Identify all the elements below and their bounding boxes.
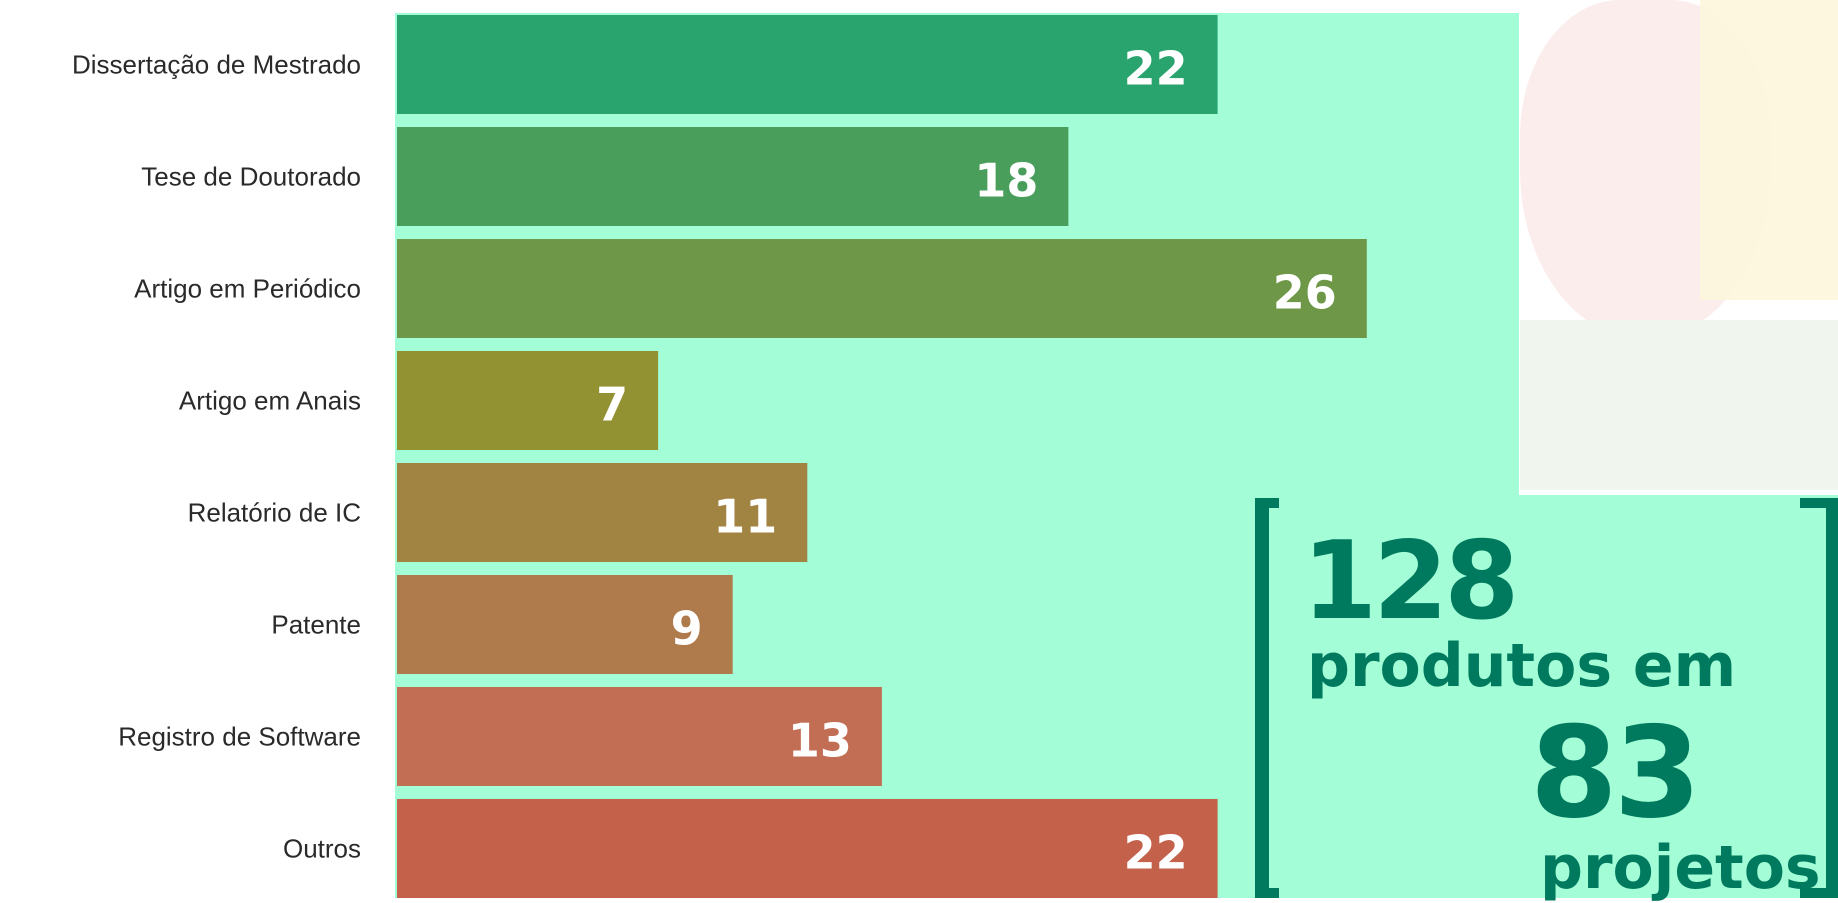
bar-8 <box>397 799 1218 898</box>
value-label: 18 <box>974 154 1038 208</box>
value-label: 26 <box>1273 266 1337 320</box>
right-bracket <box>1800 498 1838 898</box>
value-label: 13 <box>788 714 852 768</box>
bar-2 <box>397 127 1069 226</box>
category-label: Registro de Software <box>118 722 361 752</box>
background-shape <box>1700 0 1838 300</box>
products-label: produtos em <box>1307 631 1737 701</box>
category-label: Artigo em Anais <box>179 386 361 416</box>
bar-4 <box>397 351 659 450</box>
left-bracket <box>1255 498 1279 898</box>
category-label: Outros <box>283 834 361 864</box>
bar-5 <box>397 463 808 562</box>
value-label: 22 <box>1124 42 1188 96</box>
projects-label: projetos <box>1540 833 1821 903</box>
category-label: Tese de Doutorado <box>141 162 361 192</box>
bar-6 <box>397 575 733 674</box>
category-label: Dissertação de Mestrado <box>72 50 361 80</box>
summary-background <box>1519 495 1838 898</box>
total-products-count: 128 <box>1302 519 1519 644</box>
summary-box: 128 produtos em 83 projetos <box>1255 498 1838 898</box>
total-projects-count: 83 <box>1530 699 1701 846</box>
value-label: 9 <box>671 602 703 656</box>
category-label: Relatório de IC <box>188 498 361 528</box>
category-label: Artigo em Periódico <box>134 274 361 304</box>
bar-1 <box>397 15 1218 114</box>
value-label: 7 <box>596 378 628 432</box>
value-label: 22 <box>1124 826 1188 880</box>
bar-3 <box>397 239 1367 338</box>
value-label: 11 <box>713 490 777 544</box>
background-shape <box>1520 320 1838 490</box>
bar-7 <box>397 687 882 786</box>
category-label: Patente <box>271 610 361 640</box>
